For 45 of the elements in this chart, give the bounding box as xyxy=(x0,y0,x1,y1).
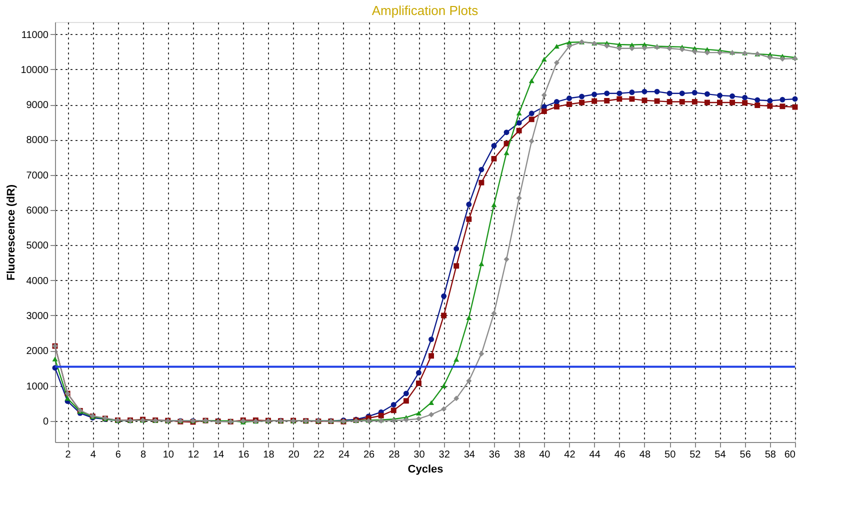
chart-title: Amplification Plots xyxy=(372,3,479,18)
x-tick-label: 22 xyxy=(313,450,325,460)
y-tick-label: 10000 xyxy=(20,64,49,76)
x-tick-label: 50 xyxy=(664,450,676,460)
x-tick-label: 6 xyxy=(115,450,122,460)
x-tick-label: 8 xyxy=(140,450,147,460)
x-tick-label: 30 xyxy=(414,450,426,460)
y-axis-title: Fluorescence (dR) xyxy=(6,184,18,280)
x-tick-label: 42 xyxy=(564,450,576,460)
x-tick-label: 54 xyxy=(714,450,726,460)
y-tick-label: 5000 xyxy=(26,240,49,252)
x-tick-label: 56 xyxy=(740,450,752,460)
y-tick-label: 8000 xyxy=(26,135,49,146)
x-tick-label: 46 xyxy=(614,450,626,460)
x-tick-label: 38 xyxy=(514,450,526,460)
x-tick-label: 18 xyxy=(263,450,275,460)
x-tick-label: 24 xyxy=(338,450,350,460)
y-tick-label: 4000 xyxy=(26,276,49,287)
x-tick-label: 32 xyxy=(438,450,450,460)
y-tick-label: 11000 xyxy=(21,30,49,41)
x-tick-label: 14 xyxy=(212,450,225,460)
y-tick-label: 1000 xyxy=(26,381,49,392)
y-tick-label: 3000 xyxy=(26,310,49,322)
x-tick-label: 26 xyxy=(363,450,376,460)
y-tick-label: 9000 xyxy=(26,100,49,112)
y-tick-label: 7000 xyxy=(26,170,49,182)
x-tick-label: 34 xyxy=(464,450,476,460)
y-tick-label: 6000 xyxy=(26,206,49,217)
y-tick-label: 0 xyxy=(42,416,49,428)
x-tick-label: 44 xyxy=(589,450,601,460)
x-tick-label: 2 xyxy=(65,450,72,460)
x-tick-label: 36 xyxy=(488,450,500,460)
x-tick-label: 10 xyxy=(162,450,174,460)
x-tick-label: 20 xyxy=(288,450,300,460)
x-tick-label: 52 xyxy=(690,450,702,460)
x-tick-label: 58 xyxy=(764,450,776,460)
x-tick-label: 40 xyxy=(539,450,551,460)
x-tick-label: 28 xyxy=(388,450,400,460)
x-axis-title: Cycles xyxy=(408,464,444,476)
x-tick-label: 48 xyxy=(639,450,651,460)
x-tick-label: 12 xyxy=(188,450,200,460)
x-tick-label: 60 xyxy=(784,450,796,460)
y-tick-label: 2000 xyxy=(26,346,49,358)
x-tick-label: 16 xyxy=(238,450,250,460)
x-tick-label: 4 xyxy=(90,450,96,460)
